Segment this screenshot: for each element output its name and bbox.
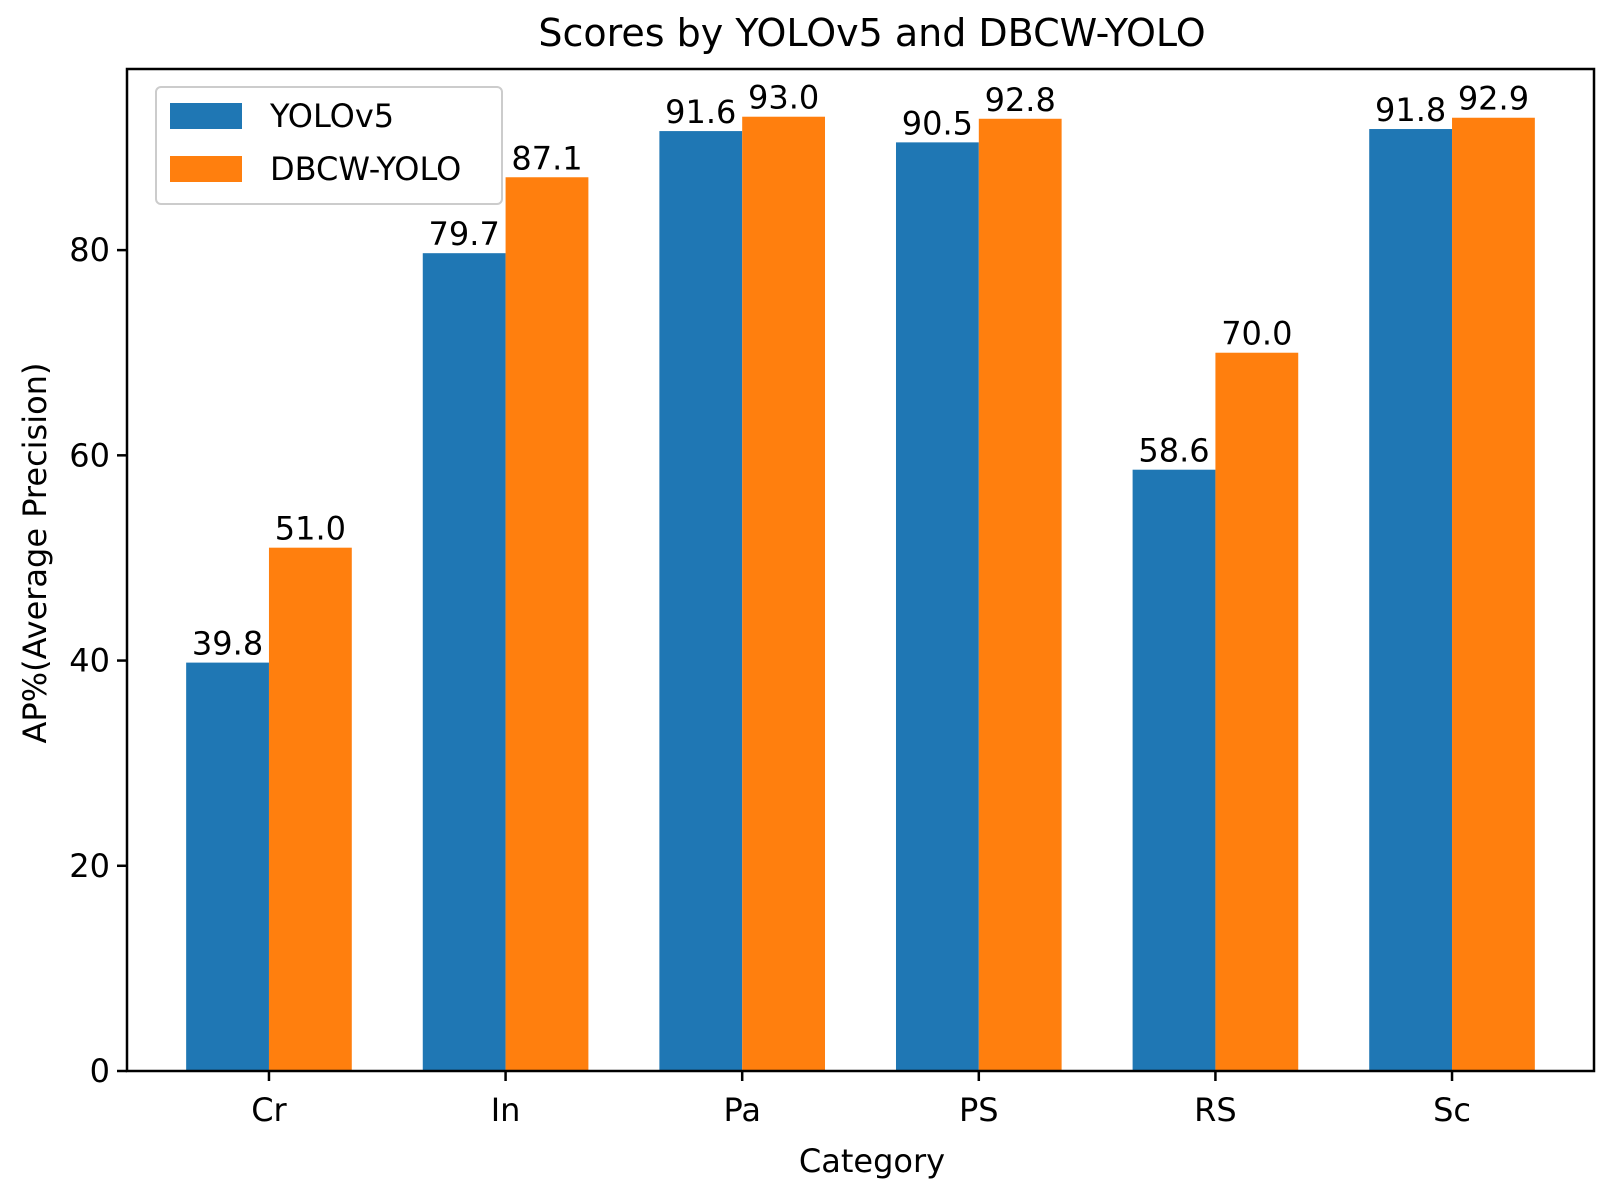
bar-dbcw-yolo-pa bbox=[742, 116, 826, 1071]
x-tick-label-sc: Sc bbox=[1433, 1091, 1471, 1129]
bar-dbcw-yolo-cr bbox=[268, 547, 352, 1071]
bar-yolov5-cr bbox=[186, 662, 269, 1071]
x-axis: Cr In Pa PS RS Sc bbox=[251, 1071, 1471, 1129]
data-labels-layer: 39.8 79.7 91.6 90.5 58.6 91.8 51.0 87.1 93.0 92.8… bbox=[192, 79, 1529, 663]
bar-yolov5-pa bbox=[659, 131, 743, 1071]
data-label-dbcw-yolo-in: 87.1 bbox=[511, 139, 582, 177]
legend-swatch-yolov5 bbox=[170, 103, 242, 129]
data-label-dbcw-yolo-ps: 92.8 bbox=[985, 81, 1056, 119]
data-label-yolov5-sc: 91.8 bbox=[1375, 91, 1446, 129]
data-label-dbcw-yolo-sc: 92.9 bbox=[1458, 80, 1529, 118]
bars-layer bbox=[186, 116, 1535, 1072]
x-axis-label: Category bbox=[799, 1142, 945, 1180]
y-tick-label: 0 bbox=[90, 1052, 110, 1090]
x-tick-label-rs: RS bbox=[1194, 1091, 1237, 1129]
y-tick-label: 60 bbox=[69, 436, 110, 474]
x-tick-label-cr: Cr bbox=[251, 1091, 287, 1129]
y-axis-label: AP%(Average Precision) bbox=[16, 363, 54, 744]
bar-yolov5-sc bbox=[1369, 129, 1453, 1071]
y-tick-label: 40 bbox=[69, 642, 110, 680]
data-label-yolov5-ps: 90.5 bbox=[902, 104, 973, 142]
data-label-dbcw-yolo-rs: 70.0 bbox=[1221, 315, 1292, 353]
bar-dbcw-yolo-sc bbox=[1452, 117, 1535, 1071]
legend-swatch-dbcw-yolo bbox=[170, 156, 242, 182]
bar-dbcw-yolo-in bbox=[505, 177, 589, 1071]
x-tick-label-pa: Pa bbox=[723, 1091, 760, 1129]
legend-box bbox=[155, 86, 503, 205]
data-label-dbcw-yolo-cr: 51.0 bbox=[275, 510, 346, 548]
bar-dbcw-yolo-ps bbox=[978, 118, 1062, 1072]
y-tick-label: 20 bbox=[69, 847, 110, 885]
chart-title: Scores by YOLOv5 and DBCW-YOLO bbox=[538, 11, 1205, 55]
bar-yolov5-rs bbox=[1132, 469, 1216, 1071]
legend-label-yolov5: YOLOv5 bbox=[269, 97, 394, 135]
bar-yolov5-ps bbox=[895, 142, 979, 1071]
data-label-yolov5-rs: 58.6 bbox=[1138, 432, 1209, 470]
legend-label-dbcw-yolo: DBCW-YOLO bbox=[270, 150, 461, 188]
plot-frame bbox=[125, 67, 1596, 1073]
y-axis: 0 20 40 60 80 bbox=[69, 231, 127, 1090]
bar-dbcw-yolo-rs bbox=[1215, 352, 1299, 1071]
data-label-yolov5-pa: 91.6 bbox=[665, 93, 736, 131]
bar-yolov5-in bbox=[422, 253, 506, 1072]
data-label-dbcw-yolo-pa: 93.0 bbox=[748, 79, 819, 117]
x-tick-label-ps: PS bbox=[959, 1091, 999, 1129]
data-label-yolov5-cr: 39.8 bbox=[192, 625, 263, 663]
x-tick-label-in: In bbox=[491, 1091, 521, 1129]
y-tick-label: 80 bbox=[69, 231, 110, 269]
data-label-yolov5-in: 79.7 bbox=[429, 215, 500, 253]
legend: YOLOv5 DBCW-YOLO bbox=[155, 86, 503, 205]
